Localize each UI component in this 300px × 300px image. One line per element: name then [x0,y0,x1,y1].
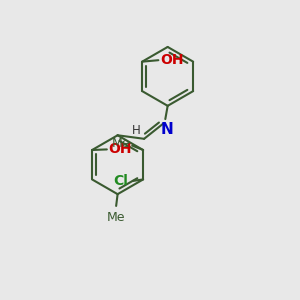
Text: OH: OH [108,142,132,156]
Text: N: N [160,122,173,137]
Text: OH: OH [160,53,183,67]
Text: Me: Me [107,211,125,224]
Text: Cl: Cl [113,174,128,188]
Text: H: H [131,124,140,137]
Text: Me: Me [112,137,130,150]
